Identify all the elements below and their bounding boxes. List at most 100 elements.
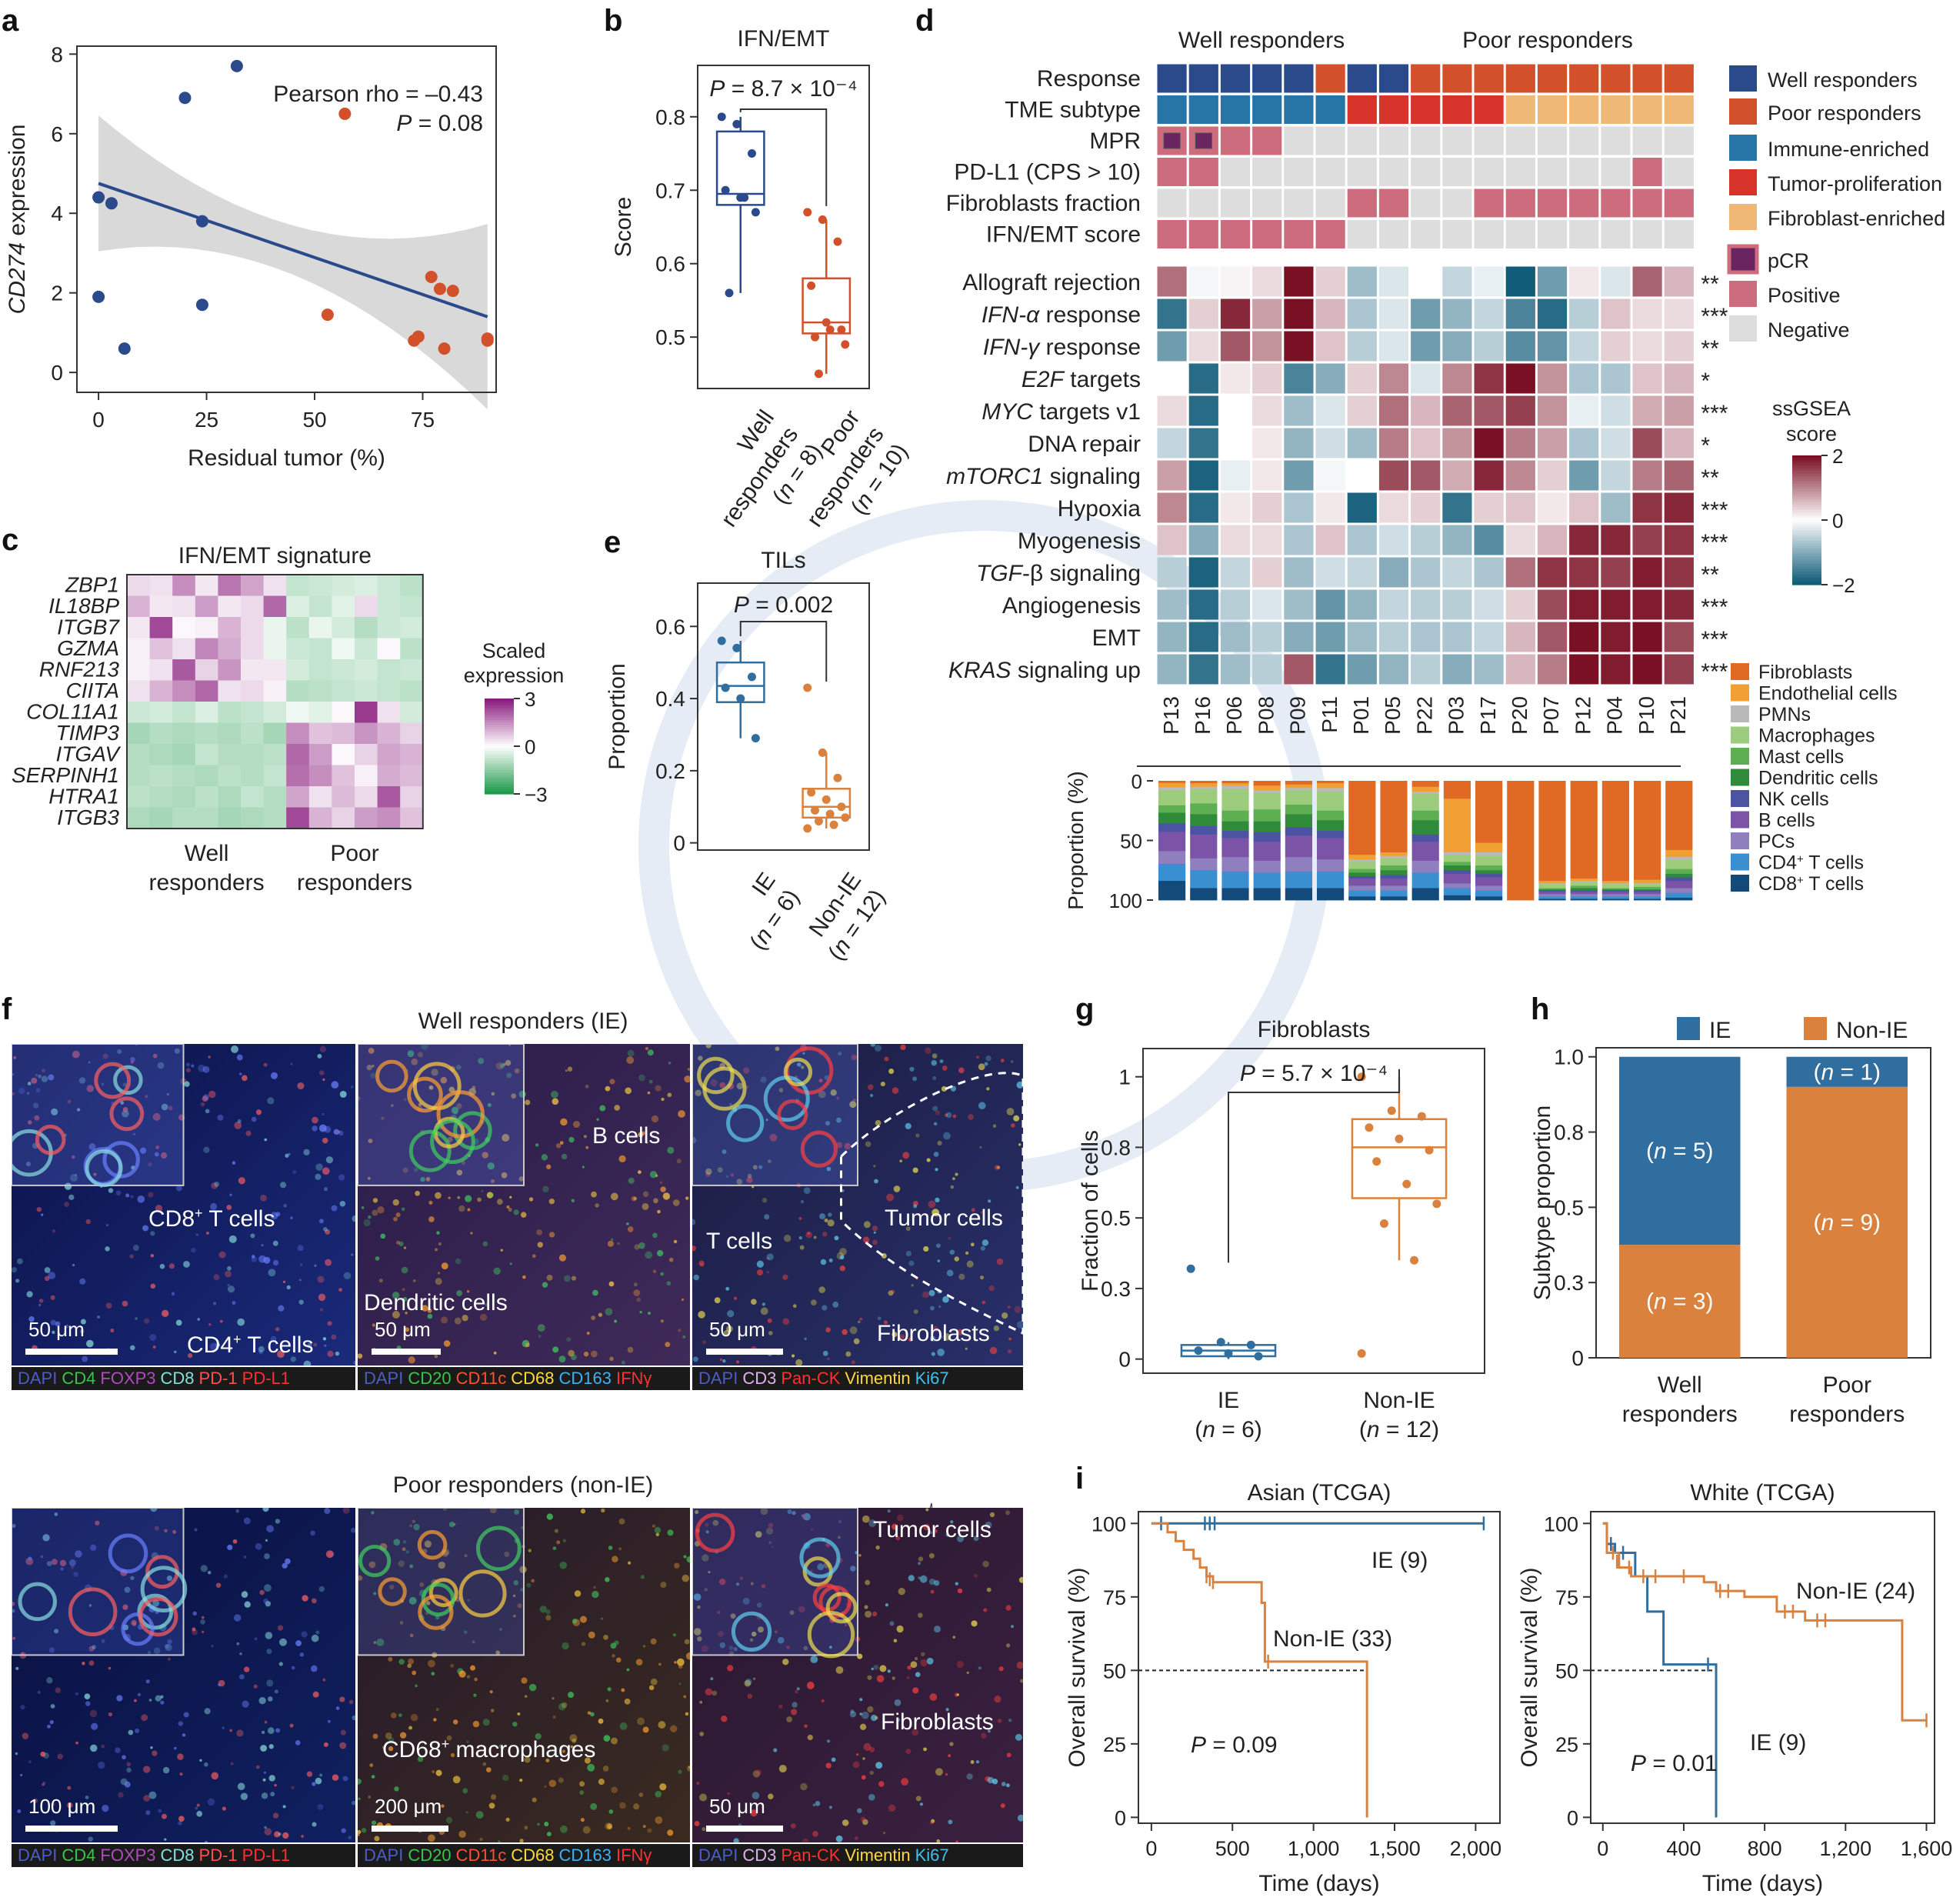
data-point — [818, 748, 827, 757]
heatmap-cell — [1252, 298, 1282, 329]
cell-dot — [650, 1638, 657, 1645]
cell-dot — [1006, 1643, 1011, 1648]
cell-dot — [626, 1222, 629, 1225]
cell-dot — [1014, 1305, 1021, 1313]
cell-dot — [875, 1762, 883, 1769]
cell-dot — [341, 1828, 346, 1833]
cell-dot — [925, 1508, 929, 1512]
cell-dot — [265, 1632, 273, 1639]
stacked-bar-segment — [1348, 890, 1376, 897]
plot-frame — [697, 65, 870, 389]
cell-dot — [285, 1153, 289, 1158]
stacked-bar-segment — [1538, 890, 1566, 892]
legend-gradient-step — [1792, 556, 1821, 559]
cell-dot — [760, 1508, 768, 1516]
patient-label: P07 — [1539, 696, 1563, 735]
cell-dot — [388, 1737, 395, 1743]
text-span: = 9) — [1834, 1210, 1881, 1235]
heatmap-cell — [1378, 298, 1409, 329]
cell-dot — [855, 1836, 858, 1840]
cell-dot — [834, 1235, 839, 1241]
y-axis-label: Overall survival (%) — [1065, 1567, 1090, 1767]
cell-dot — [353, 1360, 355, 1365]
cell-dot — [648, 1685, 655, 1691]
cell-dot — [153, 1647, 161, 1655]
cell-dot — [318, 1124, 327, 1132]
legend-gradient-step — [1792, 507, 1821, 511]
legend-gradient-step — [1792, 496, 1821, 500]
x-tick-label: Poor — [1823, 1372, 1871, 1398]
gene-label: TIMP3 — [56, 721, 120, 745]
heatmap-cell — [127, 617, 151, 639]
cell-dot — [315, 1630, 320, 1635]
cell-dot — [455, 1064, 462, 1070]
text-span: KRAS — [948, 658, 1011, 683]
annotation-cell — [1347, 126, 1377, 155]
legend-gradient-step — [1792, 458, 1821, 462]
legend-swatch — [1729, 204, 1757, 230]
cell-dot — [351, 1253, 354, 1256]
cell-dot — [208, 1323, 212, 1326]
annotation-cell — [1284, 158, 1314, 186]
stacked-bar-segment — [1317, 791, 1345, 812]
cell-dot — [1007, 1305, 1011, 1309]
heatmap-cell — [1537, 363, 1568, 394]
cell-dot — [789, 1610, 795, 1616]
cell-dot — [587, 1711, 592, 1715]
cell-dot — [116, 1695, 123, 1702]
heatmap-cell — [1188, 525, 1218, 555]
cell-dot — [873, 1231, 876, 1234]
cell-dot — [275, 1519, 281, 1524]
panel-title: Asian (TCGA) — [1248, 1480, 1391, 1506]
cell-dot — [635, 1659, 643, 1666]
cell-dot — [200, 1619, 205, 1625]
cell-dot — [28, 1120, 32, 1125]
annotation-cell — [1252, 64, 1282, 93]
legend-gradient-step — [485, 715, 514, 719]
heatmap-cell — [1188, 492, 1218, 523]
cell-dot — [955, 1582, 958, 1586]
cell-dot — [312, 1691, 319, 1698]
cell-dot — [79, 1278, 86, 1285]
cell-dot — [132, 1132, 136, 1136]
pathway-label: Myogenesis — [1018, 529, 1141, 554]
text-span: Allograft rejection — [962, 270, 1141, 295]
cell-dot — [762, 1197, 768, 1203]
gene-label: HTRA1 — [48, 785, 119, 809]
cell-dot — [473, 1693, 477, 1697]
heatmap-cell — [1664, 395, 1694, 426]
cell-dot — [683, 1555, 687, 1559]
annotation-row-label: IFN/EMT score — [986, 222, 1141, 248]
cell-dot — [506, 1072, 512, 1079]
heatmap-cell — [1632, 492, 1662, 523]
cell-dot — [542, 1282, 548, 1288]
cell-dot — [882, 1831, 886, 1835]
cell-dot — [232, 1539, 238, 1544]
heatmap-cell — [1188, 428, 1218, 458]
cell-dot — [183, 1260, 190, 1268]
heatmap-cell — [400, 786, 424, 808]
stacked-bar-segment — [1411, 810, 1439, 821]
cell-dot — [605, 1308, 613, 1316]
cell-dot — [377, 1206, 385, 1214]
cell-dot — [987, 1776, 994, 1784]
stacked-bar-segment — [1348, 781, 1376, 855]
cell-dot — [258, 1697, 266, 1705]
p-value-label: P = 0.01 — [1631, 1751, 1718, 1776]
text-span: n — [1654, 1289, 1667, 1315]
cell-dot — [371, 1511, 375, 1515]
cell-dot — [322, 1678, 326, 1682]
x-tick-label: 1,000 — [1288, 1837, 1340, 1860]
legend-gradient-step — [1792, 509, 1821, 513]
cell-dot — [311, 1598, 317, 1604]
stain-caption: DAPI CD20 CD11c CD68 CD163 IFNγ — [358, 1367, 690, 1390]
cell-dot — [408, 1726, 413, 1730]
stacked-bar-segment — [1411, 794, 1439, 812]
cell-dot — [398, 1713, 402, 1717]
heatmap-cell — [377, 680, 401, 702]
heatmap-cell — [332, 722, 355, 745]
cell-dot — [558, 1254, 567, 1262]
cell-dot — [551, 1090, 558, 1099]
cell-dot — [923, 1245, 929, 1252]
heatmap-cell — [1411, 622, 1441, 652]
